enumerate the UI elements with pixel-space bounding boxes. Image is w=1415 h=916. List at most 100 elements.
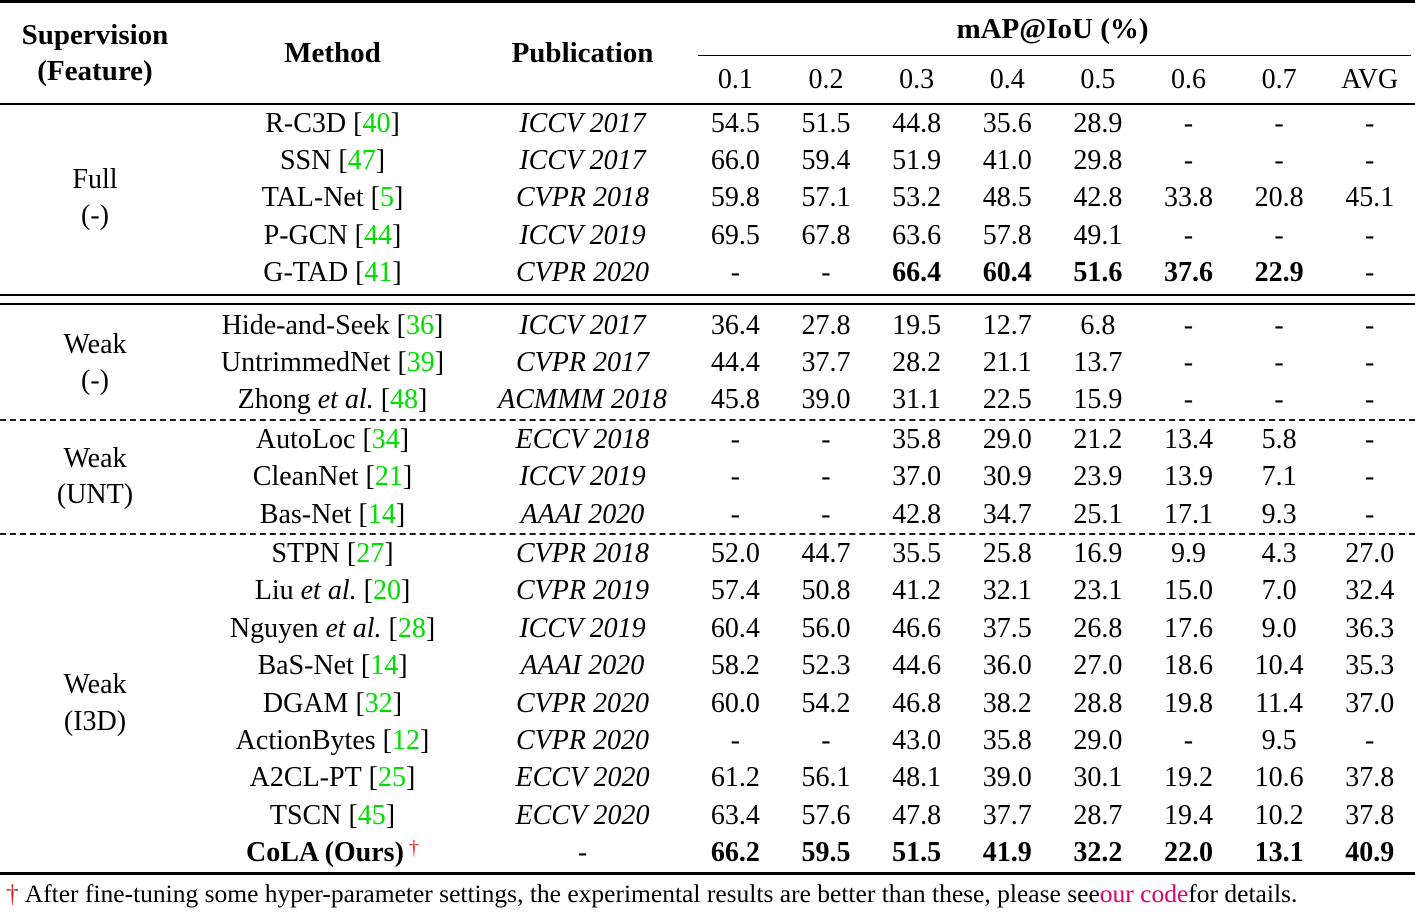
method-cell: Hide-and-Seek [36]: [221, 309, 444, 341]
citation-link[interactable]: 34: [371, 423, 400, 455]
header-map-block: mAP@IoU (%) 0.1 0.2 0.3 0.4 0.5 0.6 0.7 AVG: [690, 3, 1415, 103]
map-value-cell: 42.8: [892, 498, 942, 530]
table-row: BaS-Net [14] AAAI 2020 58.2 52.3 44.6 36.0 27.…: [190, 647, 1415, 684]
footnote-text-after: for details.: [1188, 879, 1298, 909]
citation-link[interactable]: 41: [364, 257, 393, 289]
citation-link[interactable]: 47: [347, 145, 376, 177]
map-value-cell: 13.7: [1073, 347, 1123, 379]
map-value-cell: -: [1183, 219, 1194, 251]
method-name: TSCN: [269, 799, 342, 831]
map-value-cell: 19.8: [1163, 687, 1213, 719]
table-row: DGAM [32] CVPR 2020 60.0 54.2 46.8 38.2 28.8 19…: [190, 685, 1415, 722]
map-value-cell: 41.9: [982, 837, 1032, 869]
map-value-cell: 42.8: [1073, 182, 1123, 214]
map-value-cell: -: [1365, 145, 1375, 177]
map-value-cell: 6.8: [1080, 309, 1116, 341]
table-row: CoLA (Ours) † - 66.2 59.5 51.5 41.9 32.2 22.0 13.…: [190, 834, 1415, 871]
map-value-cell: 37.6: [1163, 257, 1213, 289]
map-value-cell: -: [1274, 384, 1284, 416]
our-code-link[interactable]: our code: [1099, 879, 1189, 909]
citation-link[interactable]: 14: [367, 498, 396, 530]
map-value-cell: 57.8: [982, 219, 1032, 251]
map-value-cell: 37.0: [1345, 687, 1395, 719]
map-value-cell: 63.4: [710, 799, 760, 831]
map-value-cell: 66.4: [892, 257, 942, 289]
table-row: A2CL-PT [25] ECCV 2020 61.2 56.1 48.1 39.0 30.…: [190, 760, 1415, 797]
publication-cell: ACMMM 2018: [498, 384, 667, 416]
map-value-cell: 35.5: [892, 537, 942, 569]
map-value-cell: 12.7: [982, 309, 1032, 341]
map-value-cell: -: [1274, 347, 1284, 379]
map-value-cell: 44.6: [892, 650, 942, 682]
citation-link[interactable]: 36: [405, 309, 434, 341]
map-value-cell: 69.5: [710, 219, 760, 251]
citation-link[interactable]: 25: [378, 762, 406, 794]
citation-link[interactable]: 48: [390, 384, 419, 416]
supervision-label: Weak (I3D): [63, 669, 127, 737]
map-value-cell: 37.8: [1345, 762, 1395, 794]
citation-link[interactable]: 39: [406, 347, 435, 379]
map-value-cell: 13.4: [1163, 423, 1213, 455]
citation-link[interactable]: 40: [362, 107, 391, 139]
citation-link[interactable]: 27: [356, 537, 385, 569]
citation-link[interactable]: 14: [370, 650, 399, 682]
table-row: Hide-and-Seek [36] ICCV 2017 36.4 27.8 19.5 1…: [190, 307, 1415, 344]
map-value-cell: 43.0: [892, 724, 942, 756]
method-name: R-C3D: [265, 107, 347, 139]
publication-cell: ECCV 2018: [515, 423, 650, 455]
map-value-cell: 39.0: [982, 762, 1032, 794]
method-name: SSN: [279, 145, 332, 177]
method-cell: ActionBytes [12]: [235, 724, 430, 756]
citation-link[interactable]: 20: [372, 575, 401, 607]
method-name: A2CL-PT: [249, 762, 362, 794]
map-value-cell: -: [1183, 724, 1194, 756]
method-name: CoLA (Ours): [246, 837, 404, 869]
method-name: Zhong: [237, 384, 311, 416]
table-row: ActionBytes [12] CVPR 2020 - - 43.0 35.8 29.0 -…: [190, 722, 1415, 759]
map-value-cell: 19.5: [892, 309, 942, 341]
map-value-cell: 46.6: [892, 612, 942, 644]
citation-link[interactable]: 44: [364, 219, 392, 251]
iou-column-label: 0.1: [717, 63, 753, 95]
publication-cell: ICCV 2017: [519, 107, 646, 139]
citation-link[interactable]: 12: [392, 724, 420, 756]
header-iou-row: 0.1 0.2 0.3 0.4 0.5 0.6 0.7 AVG: [690, 56, 1415, 103]
map-value-cell: 48.5: [982, 182, 1032, 214]
method-cell: A2CL-PT [25]: [249, 762, 416, 794]
map-value-cell: 35.6: [982, 107, 1032, 139]
map-value-cell: 28.7: [1073, 799, 1123, 831]
map-value-cell: 25.1: [1073, 498, 1123, 530]
citation-link[interactable]: 32: [364, 687, 393, 719]
map-value-cell: 52.3: [801, 650, 851, 682]
citation-link[interactable]: 21: [374, 461, 403, 493]
citation-link[interactable]: 5: [379, 182, 394, 214]
citation-link[interactable]: 28: [397, 612, 426, 644]
publication-cell: CVPR 2020: [516, 724, 649, 756]
map-value-cell: 15.0: [1163, 575, 1213, 607]
map-value-cell: 36.3: [1345, 612, 1395, 644]
map-value-cell: 57.6: [801, 799, 851, 831]
header-publication: Publication: [511, 36, 654, 69]
map-value-cell: 19.4: [1163, 799, 1213, 831]
map-value-cell: -: [821, 461, 831, 493]
map-value-cell: -: [730, 724, 740, 756]
map-value-cell: -: [1274, 219, 1284, 251]
publication-cell: CVPR 2020: [516, 257, 649, 289]
map-value-cell: 38.2: [982, 687, 1032, 719]
table-row: G-TAD [41] CVPR 2020 - - 66.4 60.4 51.6 37.6 22.…: [190, 255, 1415, 292]
map-value-cell: 57.4: [710, 575, 760, 607]
map-value-cell: -: [730, 423, 740, 455]
citation-link[interactable]: 45: [357, 799, 386, 831]
map-value-cell: 9.9: [1170, 537, 1206, 569]
map-value-cell: 57.1: [801, 182, 851, 214]
map-value-cell: 51.5: [801, 107, 851, 139]
table-row: Bas-Net [14] AAAI 2020 - - 42.8 34.7 25.1 17.1 9…: [190, 496, 1415, 533]
table-row: AutoLoc [34] ECCV 2018 - - 35.8 29.0 21.2 13.4 5…: [190, 421, 1415, 458]
etal-text: et al.: [318, 612, 382, 644]
map-value-cell: 18.6: [1163, 650, 1213, 682]
dagger-icon: †: [6, 879, 19, 909]
map-value-cell: 51.6: [1073, 257, 1123, 289]
map-value-cell: 54.5: [710, 107, 760, 139]
supervision-group: Weak (UNT) AutoLoc [34] ECCV 2018 - - 35.8 29.0…: [0, 421, 1415, 533]
